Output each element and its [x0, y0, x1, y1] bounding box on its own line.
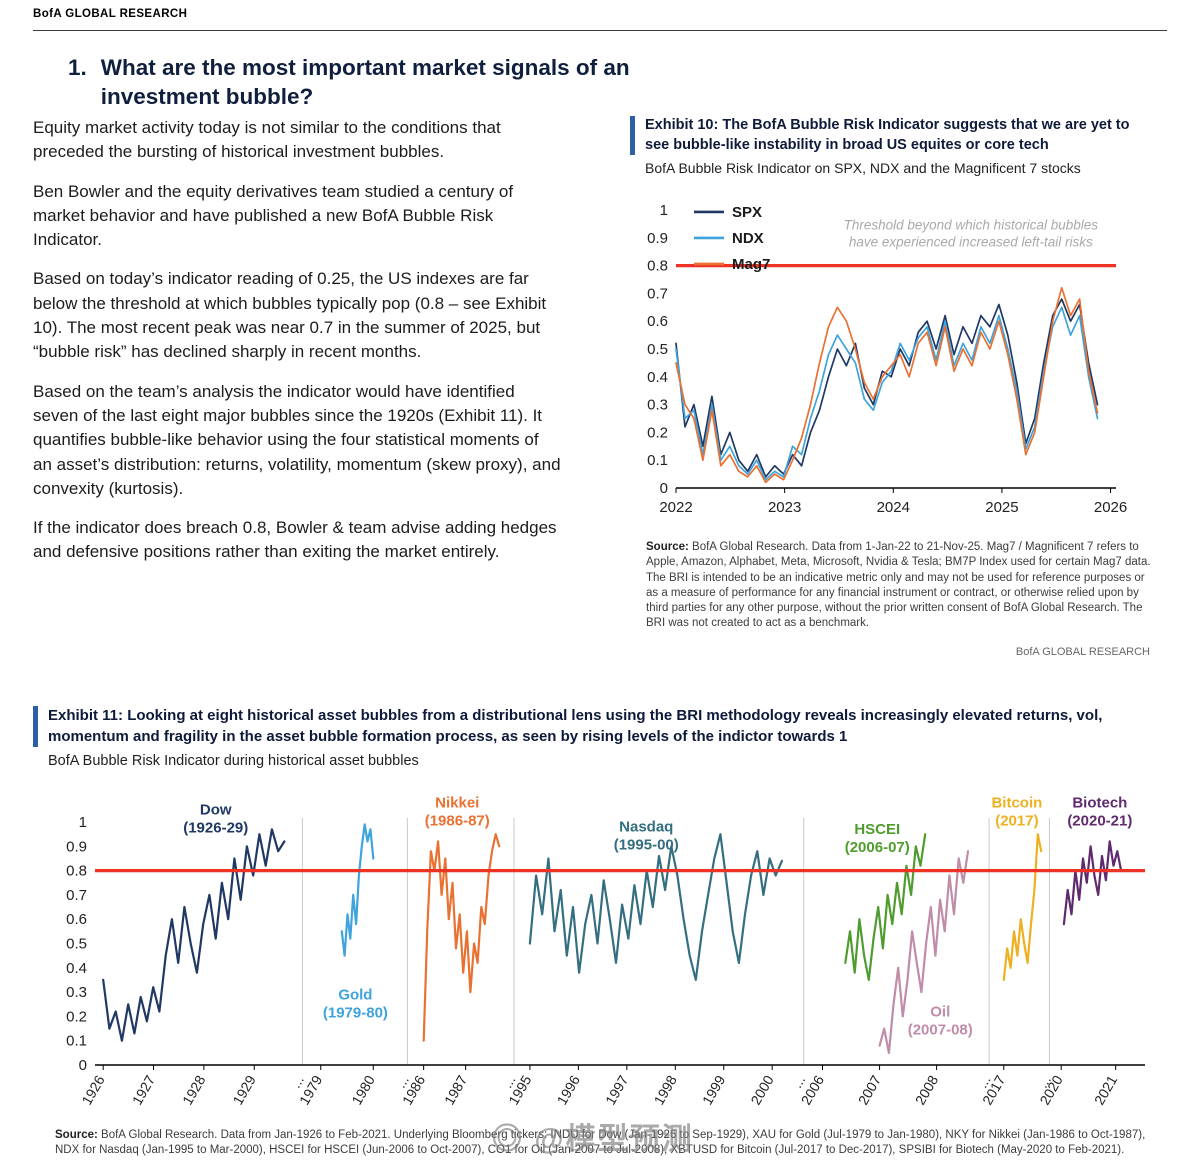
svg-text:1999: 1999 — [699, 1072, 729, 1107]
exhibit11-source: Source: BofA Global Research. Data from … — [55, 1128, 1157, 1159]
svg-text:1980: 1980 — [348, 1072, 378, 1107]
section-number: 1. — [68, 55, 87, 80]
exhibit10-title: Exhibit 10: The BofA Bubble Risk Indicat… — [645, 117, 1130, 153]
svg-text:0.8: 0.8 — [66, 863, 87, 880]
exhibit11-header: Exhibit 11: Looking at eight historical … — [33, 706, 1163, 769]
svg-text:2021: 2021 — [1091, 1072, 1121, 1107]
svg-text:(1979-80): (1979-80) — [323, 1004, 388, 1021]
source-label: Source: — [55, 1129, 98, 1141]
svg-text:2023: 2023 — [768, 499, 801, 516]
header-divider — [33, 30, 1167, 31]
svg-text:0.4: 0.4 — [647, 369, 668, 386]
body-paragraph: Based on today’s indicator reading of 0.… — [33, 269, 547, 362]
svg-text:2000: 2000 — [747, 1072, 777, 1107]
svg-text:(1986-87): (1986-87) — [425, 812, 490, 829]
svg-text:Bitcoin: Bitcoin — [991, 794, 1042, 811]
svg-text:Mag7: Mag7 — [732, 256, 770, 273]
svg-text:HSCEI: HSCEI — [854, 821, 900, 838]
brand-footer-exhibit10: BofA GLOBAL RESEARCH — [1015, 646, 1150, 658]
svg-text:1928: 1928 — [179, 1072, 209, 1107]
svg-text:2022: 2022 — [659, 499, 692, 516]
svg-text:NDX: NDX — [732, 230, 764, 247]
svg-text:2024: 2024 — [877, 499, 910, 516]
source-label: Source: — [646, 541, 689, 553]
svg-text:SPX: SPX — [732, 204, 762, 221]
svg-text:0.3: 0.3 — [647, 397, 668, 414]
exhibit10-source: Source: BofA Global Research. Data from … — [646, 540, 1152, 632]
svg-text:2025: 2025 — [985, 499, 1018, 516]
svg-text:0.9: 0.9 — [647, 230, 668, 247]
body-column: Equity market activity today is not simi… — [33, 116, 561, 580]
svg-text:2026: 2026 — [1094, 499, 1127, 516]
svg-text:2008: 2008 — [912, 1072, 942, 1107]
exhibit11-chart: 10.90.80.70.60.50.40.30.20.10...........… — [66, 794, 1145, 1107]
svg-text:Oil: Oil — [930, 1003, 950, 1020]
exhibit10-header: Exhibit 10: The BofA Bubble Risk Indicat… — [630, 116, 1152, 176]
exhibit11-subtitle: BofA Bubble Risk Indicator during histor… — [48, 753, 419, 770]
svg-text:1997: 1997 — [602, 1072, 632, 1107]
svg-text:0.6: 0.6 — [66, 911, 87, 928]
svg-text:0.4: 0.4 — [66, 960, 87, 977]
svg-text:0.5: 0.5 — [66, 936, 87, 953]
svg-text:1987: 1987 — [441, 1072, 471, 1107]
svg-text:(2006-07): (2006-07) — [845, 839, 910, 856]
svg-text:Gold: Gold — [338, 986, 372, 1003]
svg-text:1929: 1929 — [229, 1072, 259, 1107]
svg-text:have experienced increased lef: have experienced increased left-tail ris… — [849, 234, 1093, 249]
svg-text:Threshold beyond which histori: Threshold beyond which historical bubble… — [844, 217, 1099, 232]
svg-text:1996: 1996 — [554, 1072, 584, 1107]
svg-text:2007: 2007 — [855, 1072, 885, 1107]
svg-text:0.5: 0.5 — [647, 341, 668, 358]
exhibit-accent-bar — [33, 706, 38, 748]
body-paragraph: Based on the team’s analysis the indicat… — [33, 381, 561, 498]
svg-text:(2020-21): (2020-21) — [1067, 812, 1132, 829]
exhibit-accent-bar — [630, 116, 635, 156]
svg-text:0.2: 0.2 — [66, 1008, 87, 1025]
svg-text:0.7: 0.7 — [647, 285, 668, 302]
svg-text:1926: 1926 — [78, 1072, 108, 1107]
svg-text:(1995-00): (1995-00) — [614, 837, 679, 854]
svg-text:0: 0 — [79, 1057, 87, 1074]
svg-text:0.8: 0.8 — [647, 258, 668, 275]
svg-text:(1926-29): (1926-29) — [183, 820, 248, 837]
svg-text:1998: 1998 — [650, 1072, 680, 1107]
svg-text:Dow: Dow — [200, 802, 232, 819]
section-title: What are the most important market signa… — [100, 55, 630, 109]
brand-header: BofA GLOBAL RESEARCH — [33, 8, 188, 20]
svg-text:1: 1 — [660, 202, 668, 219]
exhibit11-title: Exhibit 11: Looking at eight historical … — [48, 707, 1103, 745]
svg-text:Nasdaq: Nasdaq — [619, 819, 673, 836]
svg-text:0.3: 0.3 — [66, 984, 87, 1001]
body-paragraph: Ben Bowler and the equity derivatives te… — [33, 181, 514, 250]
body-paragraph: Equity market activity today is not simi… — [33, 118, 501, 162]
svg-text:0.2: 0.2 — [647, 424, 668, 441]
exhibit10-subtitle: BofA Bubble Risk Indicator on SPX, NDX a… — [645, 160, 1081, 177]
source-text: BofA Global Research. Data from Jan-1926… — [55, 1129, 1146, 1157]
body-paragraph: If the indicator does breach 0.8, Bowler… — [33, 518, 557, 562]
svg-text:Nikkei: Nikkei — [435, 794, 479, 811]
svg-text:(2017): (2017) — [995, 812, 1038, 829]
svg-text:0.6: 0.6 — [647, 313, 668, 330]
source-text: BofA Global Research. Data from 1-Jan-22… — [646, 541, 1151, 630]
svg-text:1: 1 — [79, 814, 87, 831]
svg-text:Biotech: Biotech — [1072, 794, 1127, 811]
svg-text:(2007-08): (2007-08) — [908, 1021, 973, 1038]
exhibit10-chart: 1 0.9 0.8 0.7 0.6 0.5 0.4 0.3 0.2 0.1 0 2022 2023 202… — [647, 202, 1127, 516]
svg-text:0.1: 0.1 — [66, 1033, 87, 1050]
svg-text:0.1: 0.1 — [647, 452, 668, 469]
svg-text:0: 0 — [660, 480, 668, 497]
svg-text:1927: 1927 — [129, 1072, 159, 1107]
svg-text:0.9: 0.9 — [66, 838, 87, 855]
svg-text:0.7: 0.7 — [66, 887, 87, 904]
section-heading: 1. What are the most important market si… — [68, 54, 788, 112]
